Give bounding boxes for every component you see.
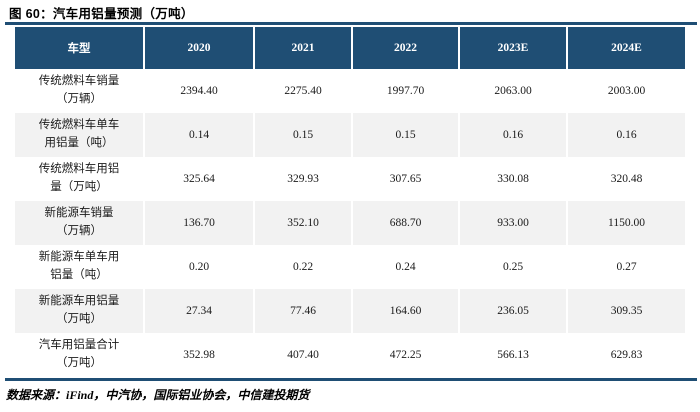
cell-value: 0.22 xyxy=(253,245,351,289)
cell-value: 309.35 xyxy=(566,289,685,333)
table-row: 传统燃料车销量 （万辆） 2394.40 2275.40 1997.70 206… xyxy=(15,69,685,113)
cell-value: 472.25 xyxy=(351,333,458,377)
cell-value: 0.24 xyxy=(351,245,458,289)
cell-value: 77.46 xyxy=(253,289,351,333)
cell-value: 136.70 xyxy=(143,201,253,245)
table-row: 新能源车用铝量 （万吨） 27.34 77.46 164.60 236.05 3… xyxy=(15,289,685,333)
table-row: 汽车用铝量合计 （万吨） 352.98 407.40 472.25 566.13… xyxy=(15,333,685,377)
cell-value: 236.05 xyxy=(458,289,566,333)
row-label: 新能源车销量 （万辆） xyxy=(15,201,143,245)
header-2021: 2021 xyxy=(253,27,351,69)
row-label: 传统燃料车单车 用铝量（吨） xyxy=(15,113,143,157)
data-source-note: 数据来源：iFind，中汽协，国际铝业协会，中信建投期货 xyxy=(6,388,310,402)
cell-value: 2003.00 xyxy=(566,69,685,113)
cell-value: 2275.40 xyxy=(253,69,351,113)
cell-value: 0.16 xyxy=(566,113,685,157)
cell-value: 0.15 xyxy=(351,113,458,157)
row-label: 传统燃料车用铝 量（万吨） xyxy=(15,157,143,201)
header-2022: 2022 xyxy=(351,27,458,69)
cell-value: 688.70 xyxy=(351,201,458,245)
cell-value: 2394.40 xyxy=(143,69,253,113)
cell-value: 352.10 xyxy=(253,201,351,245)
cell-value: 933.00 xyxy=(458,201,566,245)
table-row: 传统燃料车单车 用铝量（吨） 0.14 0.15 0.15 0.16 0.16 xyxy=(15,113,685,157)
cell-value: 329.93 xyxy=(253,157,351,201)
cell-value: 1997.70 xyxy=(351,69,458,113)
header-vehicle-type: 车型 xyxy=(15,27,143,69)
cell-value: 307.65 xyxy=(351,157,458,201)
cell-value: 629.83 xyxy=(566,333,685,377)
cell-value: 2063.00 xyxy=(458,69,566,113)
cell-value: 164.60 xyxy=(351,289,458,333)
cell-value: 27.34 xyxy=(143,289,253,333)
aluminum-forecast-table: 车型 2020 2021 2022 2023E 2024E 传统燃料车销量 （万… xyxy=(15,27,685,377)
cell-value: 330.08 xyxy=(458,157,566,201)
table-header-row: 车型 2020 2021 2022 2023E 2024E xyxy=(15,27,685,69)
table-row: 传统燃料车用铝 量（万吨） 325.64 329.93 307.65 330.0… xyxy=(15,157,685,201)
bottom-rule xyxy=(5,378,697,381)
cell-value: 0.27 xyxy=(566,245,685,289)
cell-value: 407.40 xyxy=(253,333,351,377)
cell-value: 1150.00 xyxy=(566,201,685,245)
header-2024e: 2024E xyxy=(566,27,685,69)
row-label: 新能源车单车用 铝量（吨） xyxy=(15,245,143,289)
cell-value: 566.13 xyxy=(458,333,566,377)
cell-value: 325.64 xyxy=(143,157,253,201)
figure-title: 图 60：汽车用铝量预测（万吨） xyxy=(9,7,194,21)
cell-value: 0.14 xyxy=(143,113,253,157)
header-2023e: 2023E xyxy=(458,27,566,69)
row-label: 传统燃料车销量 （万辆） xyxy=(15,69,143,113)
table-row: 新能源车销量 （万辆） 136.70 352.10 688.70 933.00 … xyxy=(15,201,685,245)
cell-value: 0.16 xyxy=(458,113,566,157)
cell-value: 0.25 xyxy=(458,245,566,289)
header-2020: 2020 xyxy=(143,27,253,69)
cell-value: 320.48 xyxy=(566,157,685,201)
top-rule xyxy=(5,22,697,25)
cell-value: 0.15 xyxy=(253,113,351,157)
row-label: 汽车用铝量合计 （万吨） xyxy=(15,333,143,377)
table-row: 新能源车单车用 铝量（吨） 0.20 0.22 0.24 0.25 0.27 xyxy=(15,245,685,289)
row-label: 新能源车用铝量 （万吨） xyxy=(15,289,143,333)
cell-value: 0.20 xyxy=(143,245,253,289)
cell-value: 352.98 xyxy=(143,333,253,377)
